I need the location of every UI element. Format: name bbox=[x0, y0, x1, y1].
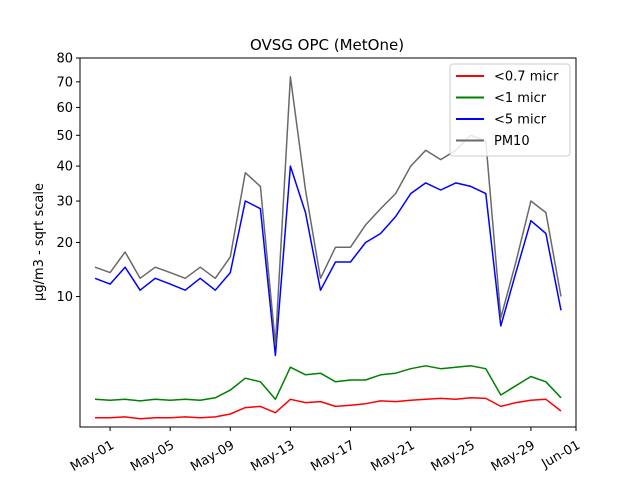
x-tick-label: May-29 bbox=[489, 438, 538, 475]
y-tick-label: 30 bbox=[56, 195, 73, 210]
y-tick-label: 40 bbox=[56, 160, 73, 175]
x-tick-label: May-09 bbox=[188, 438, 237, 475]
chart-title: OVSG OPC (MetOne) bbox=[250, 36, 404, 54]
x-tick-label: May-17 bbox=[308, 438, 357, 475]
series-line-1 bbox=[94, 365, 562, 402]
series-line-2 bbox=[94, 165, 562, 357]
legend-label: PM10 bbox=[494, 134, 530, 149]
y-tick-label: 60 bbox=[56, 101, 73, 116]
y-axis-label: µg/m3 - sqrt scale bbox=[32, 183, 47, 301]
legend-box bbox=[449, 63, 571, 157]
series-line-0 bbox=[95, 397, 562, 420]
x-tick-label: May-25 bbox=[429, 438, 478, 475]
y-tick-label: 80 bbox=[56, 52, 73, 67]
legend-label: <1 micr bbox=[494, 91, 547, 106]
x-tick-label: Jun-01 bbox=[539, 438, 583, 472]
y-tick-label: 10 bbox=[56, 290, 73, 305]
y-tick-label: 70 bbox=[56, 75, 73, 90]
x-tick-label: May-21 bbox=[369, 438, 418, 475]
y-tick-label: 20 bbox=[56, 236, 73, 251]
legend-label: <5 micr bbox=[494, 113, 547, 128]
x-tick-label: May-01 bbox=[68, 438, 117, 475]
x-tick-label: May-13 bbox=[248, 438, 297, 475]
legend: <0.7 micr <1 micr <5 micr PM10 bbox=[449, 63, 571, 157]
x-tick-label: May-05 bbox=[128, 438, 177, 475]
y-tick-label: 50 bbox=[56, 129, 73, 144]
legend-label: <0.7 micr bbox=[494, 70, 559, 85]
